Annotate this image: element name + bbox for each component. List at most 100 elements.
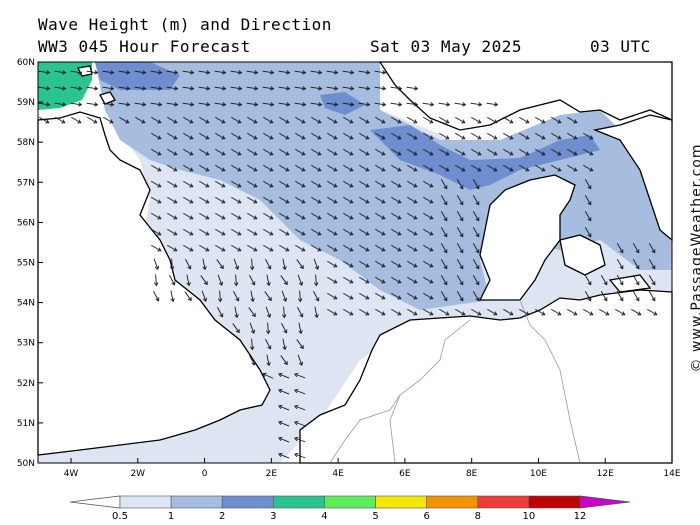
direction-arrow [584,275,592,286]
direction-arrow [246,86,259,91]
direction-arrow [519,308,530,316]
direction-arrow [249,322,256,334]
direction-arrow [183,132,194,140]
direction-arrow [151,244,162,252]
direction-arrow [295,196,306,204]
lat-label: 53N [17,339,35,349]
direction-arrow [343,116,354,124]
direction-arrow [343,132,354,140]
direction-arrow [391,148,402,156]
direction-arrow [266,354,271,367]
direction-arrow [406,86,419,91]
direction-arrow [519,148,530,156]
lat-label: 60N [17,58,35,68]
direction-arrow [327,148,338,156]
direction-arrow [616,259,624,270]
direction-arrow [150,70,163,75]
direction-arrow [471,164,482,172]
direction-arrow [567,164,578,172]
direction-arrow [503,132,514,140]
direction-arrow [439,132,450,140]
direction-arrow [423,212,434,220]
direction-arrow [567,148,578,156]
direction-arrow [233,274,239,287]
direction-arrow [279,116,290,124]
direction-arrow [249,338,255,351]
direction-arrow [295,180,306,188]
direction-arrow [374,86,387,91]
direction-arrow [632,291,640,302]
direction-arrow [279,212,290,220]
direction-arrow [38,70,51,75]
direction-arrow [167,116,178,124]
direction-arrow [167,132,178,140]
direction-arrow [486,102,499,107]
direction-arrow [471,116,482,124]
direction-arrow [186,274,191,287]
map-title: Wave Height (m) and Direction [38,15,332,34]
direction-arrow [183,116,194,124]
direction-arrow [423,180,434,188]
direction-arrow [359,308,370,316]
direction-arrow [262,86,275,91]
legend-label: 4 [321,511,327,522]
direction-arrow [567,116,578,124]
direction-arrow [375,212,386,220]
legend-label: 3 [270,511,276,522]
direction-arrow [248,307,256,318]
direction-arrow [487,132,498,140]
direction-arrow [342,86,355,91]
direction-arrow [215,164,226,172]
direction-arrow [359,292,370,300]
legend-swatch [426,495,479,509]
direction-arrow [647,308,658,316]
direction-arrow [423,196,434,204]
direction-arrow [231,116,242,124]
direction-arrow [632,259,640,270]
direction-arrow [327,180,338,188]
direction-arrow [472,259,480,270]
direction-arrow [326,102,339,107]
sweden [592,114,673,242]
direction-arrow [249,354,256,366]
direction-arrow [265,258,272,270]
direction-arrow [343,292,354,300]
direction-arrow [151,212,162,220]
direction-arrow [167,180,178,188]
direction-arrow [327,132,338,140]
direction-arrow [311,244,322,252]
direction-arrow [407,228,418,236]
direction-arrow [440,179,448,190]
direction-arrow [281,290,288,302]
direction-arrow [246,102,259,107]
direction-arrow [183,196,194,204]
lat-label: 56N [17,218,35,228]
direction-arrow [198,70,211,75]
direction-arrow [375,308,386,316]
direction-arrow [231,196,242,204]
direction-arrow [567,132,578,140]
direction-arrow [407,164,418,172]
direction-arrow [375,164,386,172]
direction-arrow [359,196,370,204]
direction-arrow [216,259,224,270]
direction-arrow [199,180,210,188]
direction-arrow [487,116,498,124]
direction-arrow [170,290,175,303]
lon-label: 2W [130,469,145,479]
direction-arrow [359,276,370,284]
direction-arrow [153,274,159,287]
direction-arrow [423,116,434,124]
direction-arrow [198,86,211,91]
lat-label: 57N [17,178,35,188]
direction-arrow [440,291,448,302]
direction-arrow [358,70,371,75]
direction-arrow [310,102,323,107]
direction-arrow [456,243,464,254]
direction-arrow [440,275,448,286]
direction-arrow [263,116,274,124]
direction-arrow [166,70,179,75]
direction-arrow [250,290,255,303]
direction-arrow [327,196,338,204]
direction-arrow [599,308,610,316]
